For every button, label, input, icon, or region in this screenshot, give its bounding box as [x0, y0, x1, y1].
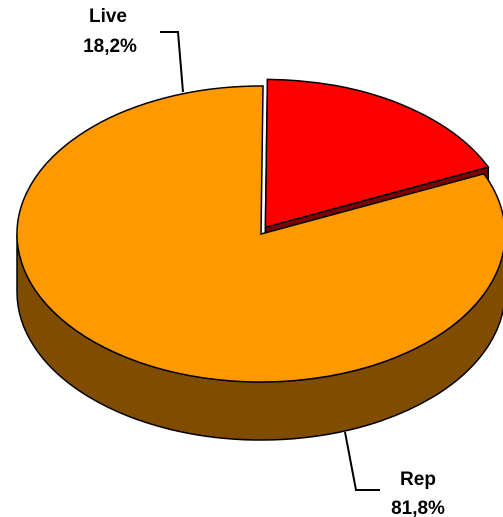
slice-rep — [16, 85, 503, 383]
leader-line-rep — [344, 431, 380, 491]
slice-live — [264, 78, 490, 229]
pie-layer — [16, 78, 503, 441]
slice-percent-live: 18,2% — [83, 36, 137, 57]
slice-percent-rep: 81,8% — [391, 498, 445, 517]
slice-label-rep: Rep — [400, 469, 436, 490]
slice-label-live: Live — [89, 6, 127, 27]
leader-line-live — [160, 31, 184, 93]
